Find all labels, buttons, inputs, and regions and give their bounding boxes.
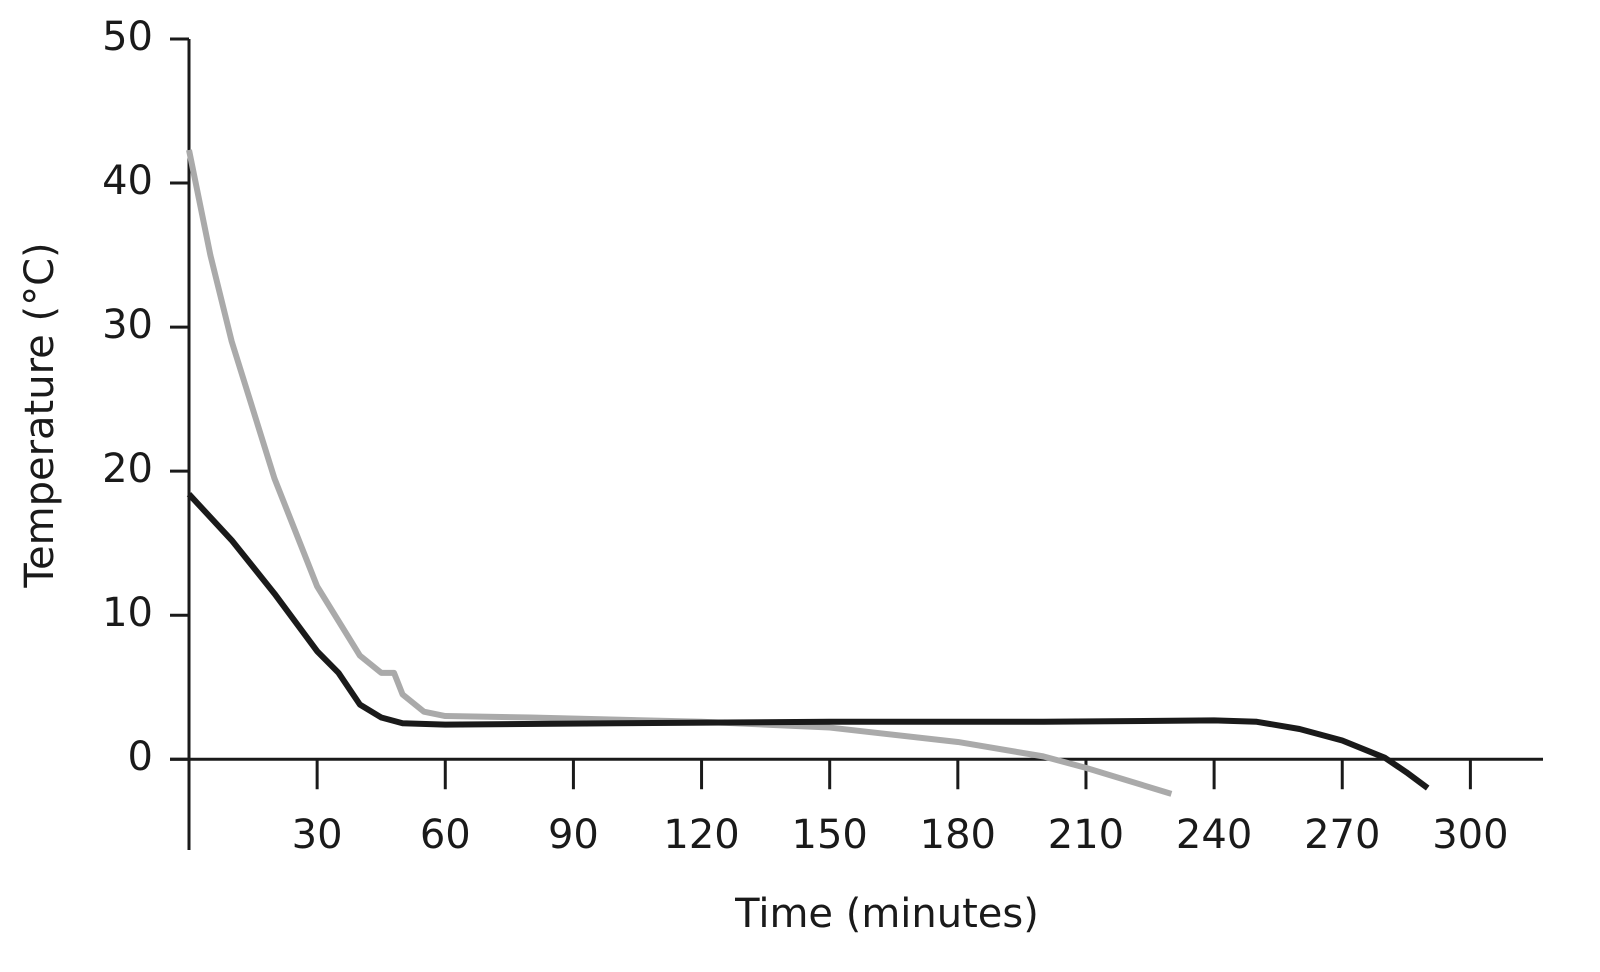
x-tick-label: 240 <box>1176 812 1252 858</box>
y-tick-label: 20 <box>102 446 153 492</box>
y-axis-label: Temperature (°C) <box>17 242 63 588</box>
x-tick-label: 210 <box>1048 812 1124 858</box>
series-line <box>186 149 1173 797</box>
x-tick-label: 150 <box>792 812 868 858</box>
x-tick-label: 90 <box>548 812 599 858</box>
y-tick-label: 40 <box>102 158 153 204</box>
y-tick-label: 30 <box>102 302 153 348</box>
x-tick-label: 30 <box>292 812 343 858</box>
x-axis-label: Time (minutes) <box>734 891 1039 937</box>
x-tick-label: 300 <box>1432 812 1508 858</box>
x-tick-label: 60 <box>420 812 471 858</box>
y-tick-label: 10 <box>102 590 153 636</box>
series-line <box>186 492 1430 791</box>
x-tick-label: 270 <box>1304 812 1380 858</box>
x-tick-label: 120 <box>663 812 739 858</box>
x-tick-label: 180 <box>920 812 996 858</box>
y-tick-label: 50 <box>102 14 153 60</box>
y-tick-label: 0 <box>128 734 153 780</box>
